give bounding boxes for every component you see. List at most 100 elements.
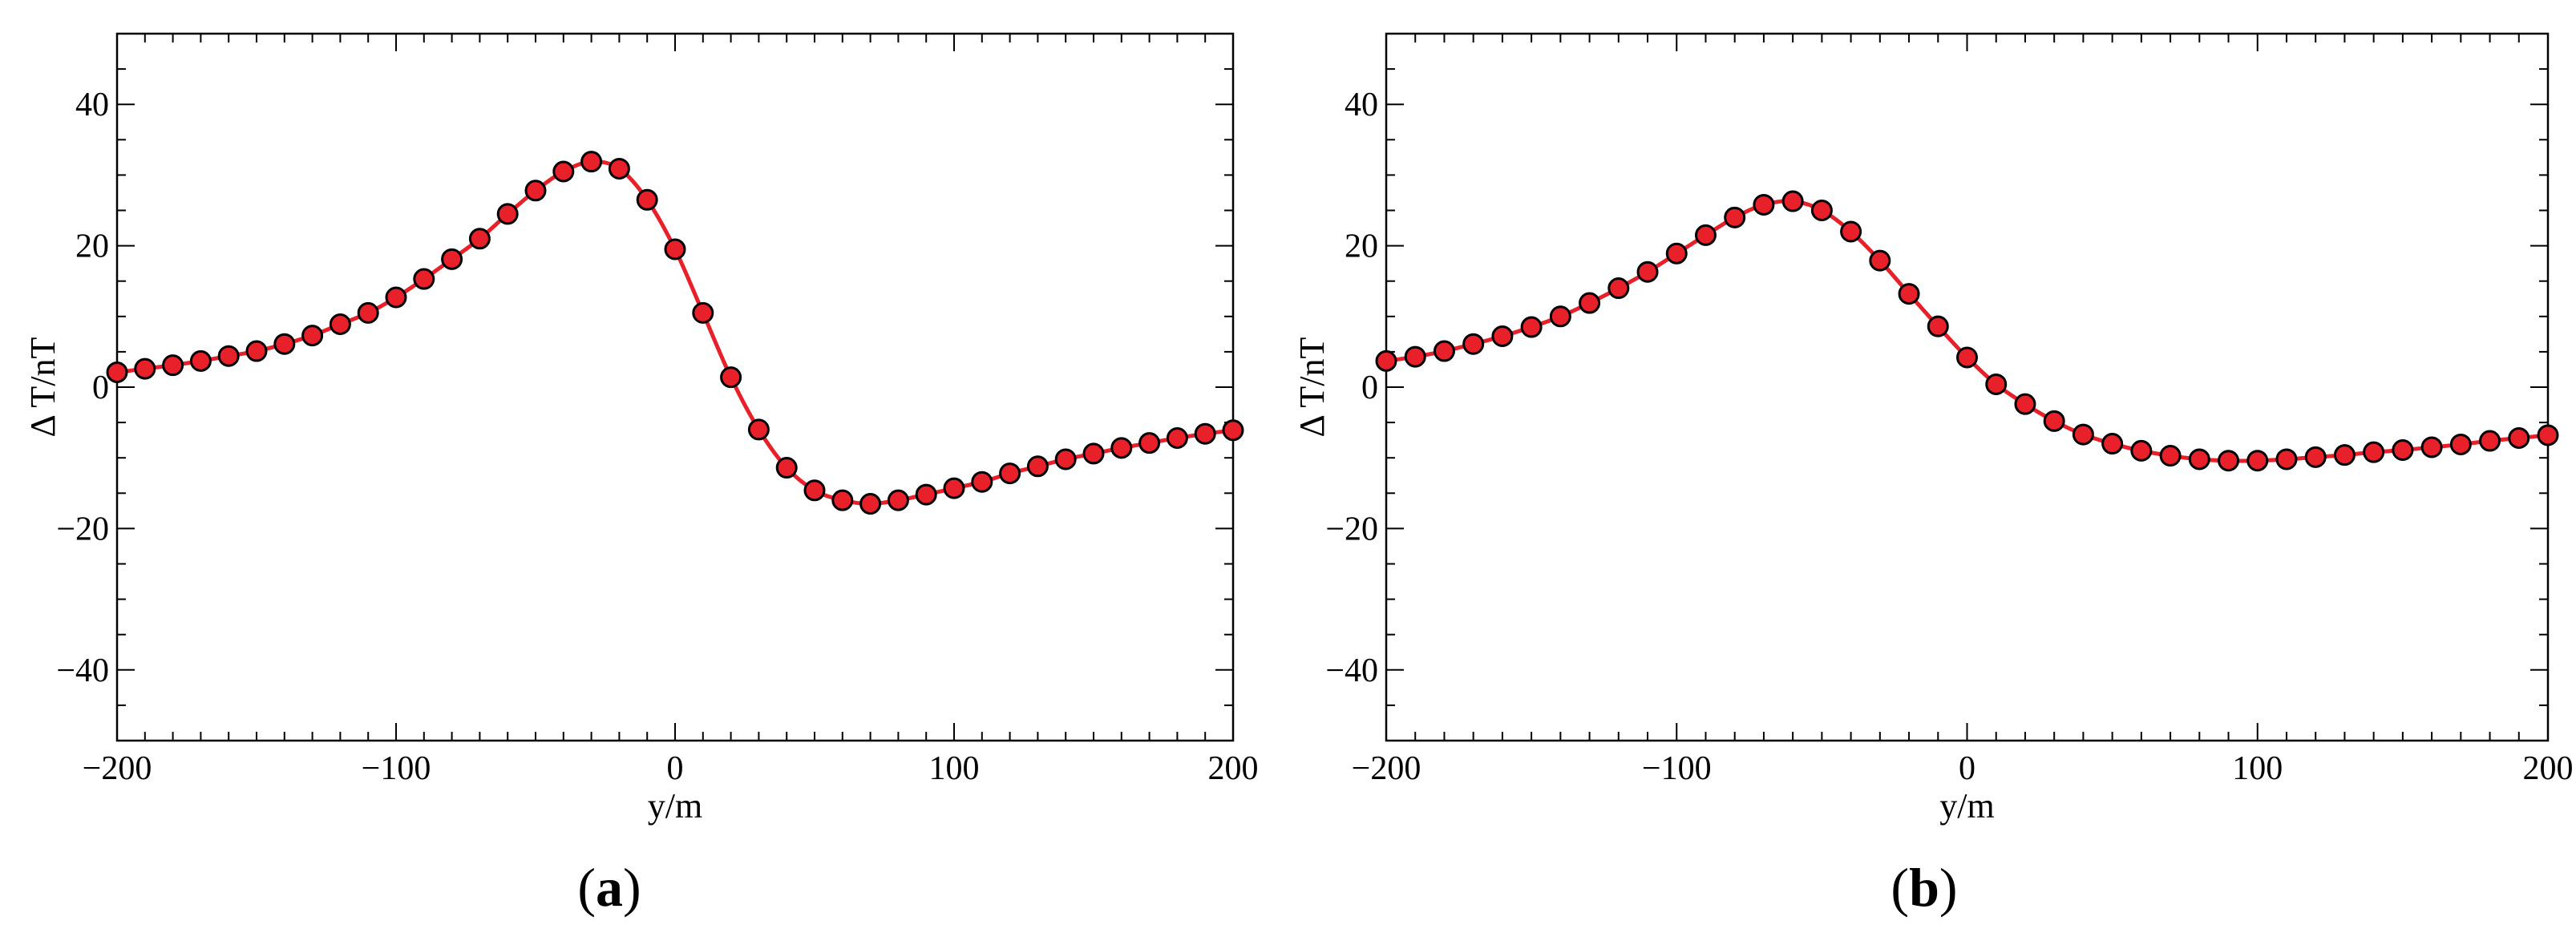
data-point-b bbox=[1433, 340, 1455, 362]
data-point-a bbox=[468, 228, 491, 250]
data-point-a bbox=[1054, 448, 1077, 470]
data-point-b bbox=[1607, 277, 1630, 300]
y-tick-label-b: 40 bbox=[1345, 87, 1378, 123]
x-axis-title-b: y/m bbox=[1939, 786, 1994, 826]
data-point-b bbox=[1462, 333, 1485, 355]
data-point-b bbox=[2014, 393, 2036, 415]
data-point-b bbox=[1956, 346, 1978, 369]
data-point-b bbox=[2479, 430, 2501, 452]
data-point-a bbox=[720, 366, 742, 389]
y-tick-label-b: 20 bbox=[1345, 228, 1378, 265]
plot-frame-b bbox=[1385, 32, 2550, 742]
data-point-b bbox=[1753, 193, 1775, 216]
y-tick-label-b: −40 bbox=[1325, 652, 1378, 689]
x-tick-label-a: 200 bbox=[1208, 750, 1259, 787]
data-point-a bbox=[162, 354, 184, 377]
data-point-b bbox=[2537, 424, 2559, 446]
data-point-a bbox=[1110, 437, 1133, 459]
data-point-a bbox=[552, 160, 575, 183]
x-tick-label-a: −100 bbox=[362, 750, 431, 787]
data-point-a bbox=[887, 489, 909, 511]
y-tick-label-b: −20 bbox=[1325, 511, 1378, 547]
data-point-a bbox=[413, 268, 435, 290]
y-tick-label-b: 0 bbox=[1361, 370, 1378, 406]
x-axis-title-a: y/m bbox=[648, 786, 702, 826]
data-point-a bbox=[1026, 455, 1049, 478]
data-point-b bbox=[2159, 445, 2182, 467]
data-point-a bbox=[636, 188, 658, 211]
data-point-a bbox=[329, 313, 351, 336]
data-point-a bbox=[217, 345, 240, 367]
data-point-b bbox=[2188, 448, 2210, 470]
data-point-b bbox=[1985, 373, 2008, 395]
data-point-b bbox=[1520, 316, 1543, 338]
data-point-a bbox=[971, 470, 993, 493]
data-point-a bbox=[803, 479, 826, 502]
data-point-a bbox=[245, 340, 268, 362]
x-tick-label-a: −200 bbox=[83, 750, 152, 787]
data-point-b bbox=[1694, 224, 1717, 246]
data-point-b bbox=[2072, 423, 2094, 446]
data-point-b bbox=[2304, 446, 2327, 468]
x-tick-label-a: 0 bbox=[667, 750, 684, 787]
data-point-b bbox=[2449, 433, 2472, 455]
data-point-b bbox=[1898, 283, 1920, 305]
data-point-a bbox=[441, 248, 463, 270]
data-point-a bbox=[273, 333, 296, 355]
data-point-a bbox=[580, 151, 603, 173]
data-point-a bbox=[134, 357, 156, 380]
data-point-a bbox=[943, 477, 965, 499]
data-point-a bbox=[496, 203, 519, 225]
data-point-a bbox=[999, 462, 1021, 485]
data-point-b bbox=[1840, 220, 1862, 243]
data-point-a bbox=[1166, 427, 1188, 450]
x-tick-label-b: −200 bbox=[1352, 750, 1421, 787]
data-point-b bbox=[2130, 439, 2153, 462]
data-point-b bbox=[2246, 450, 2269, 472]
panel-label-b: (b) bbox=[1891, 857, 1957, 918]
data-point-b bbox=[1579, 292, 1601, 314]
data-point-b bbox=[2363, 441, 2385, 463]
data-point-b bbox=[1375, 349, 1397, 372]
data-point-a bbox=[524, 180, 547, 202]
y-axis-title-b: Δ T/nT bbox=[1292, 337, 1332, 437]
data-point-b bbox=[1927, 315, 1949, 337]
y-axis-title-a: Δ T/nT bbox=[23, 337, 63, 437]
data-point-a bbox=[608, 157, 630, 180]
panel-label-a: (a) bbox=[577, 857, 641, 918]
data-point-b bbox=[1665, 242, 1688, 265]
data-point-b bbox=[2101, 433, 2124, 455]
data-point-a bbox=[915, 483, 937, 506]
data-point-b bbox=[2392, 438, 2414, 461]
data-point-a bbox=[747, 418, 770, 441]
data-point-a bbox=[775, 457, 798, 479]
y-tick-label-a: 0 bbox=[92, 370, 109, 406]
x-tick-label-b: 100 bbox=[2232, 750, 2283, 787]
data-point-a bbox=[664, 238, 686, 260]
data-point-a bbox=[301, 325, 324, 347]
data-point-b bbox=[2275, 448, 2298, 470]
data-point-a bbox=[692, 301, 714, 324]
data-point-b bbox=[1549, 305, 1571, 328]
data-point-a bbox=[831, 489, 854, 511]
x-tick-label-b: 0 bbox=[1959, 750, 1975, 787]
y-tick-label-a: 20 bbox=[75, 228, 109, 265]
data-point-b bbox=[1724, 206, 1746, 228]
data-point-a bbox=[189, 349, 212, 372]
series-line-b bbox=[1385, 199, 2549, 463]
data-point-a bbox=[385, 286, 407, 309]
data-point-b bbox=[2420, 436, 2443, 458]
x-tick-label-b: 200 bbox=[2523, 750, 2574, 787]
data-point-b bbox=[1636, 260, 1659, 283]
x-tick-label-b: −100 bbox=[1642, 750, 1712, 787]
data-point-b bbox=[2333, 444, 2356, 466]
data-point-b bbox=[1781, 190, 1804, 212]
y-tick-label-a: −40 bbox=[56, 652, 109, 689]
data-point-b bbox=[2508, 427, 2530, 450]
y-tick-label-a: 40 bbox=[75, 87, 109, 123]
data-point-b bbox=[1491, 325, 1514, 347]
data-point-b bbox=[1869, 249, 1891, 272]
